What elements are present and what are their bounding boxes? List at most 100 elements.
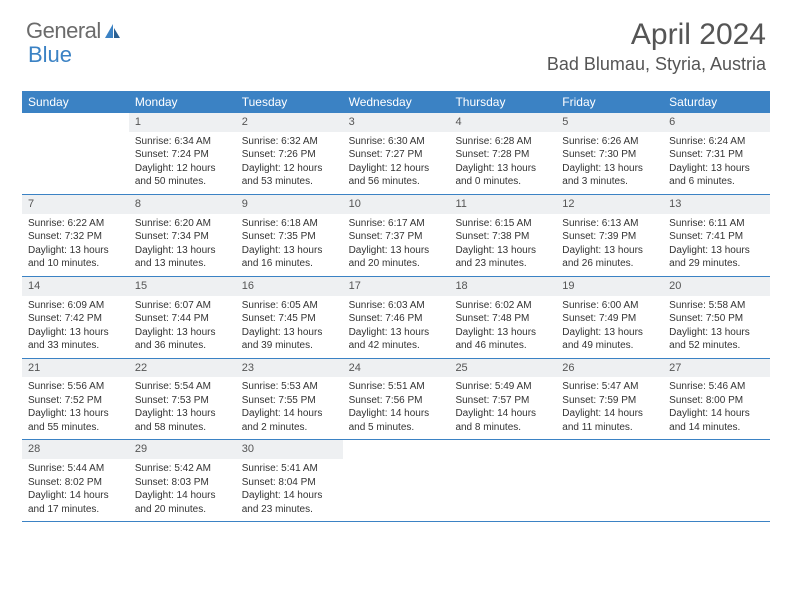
day-cell: 9Sunrise: 6:18 AMSunset: 7:35 PMDaylight… — [236, 195, 343, 276]
sunset-text: Sunset: 7:26 PM — [242, 148, 337, 162]
day-body: Sunrise: 6:26 AMSunset: 7:30 PMDaylight:… — [556, 132, 663, 194]
day-number: 20 — [663, 277, 770, 296]
daylight-text: Daylight: 13 hours and 16 minutes. — [242, 244, 337, 271]
sunset-text: Sunset: 7:24 PM — [135, 148, 230, 162]
day-number: 24 — [343, 359, 450, 378]
day-cell: 26Sunrise: 5:47 AMSunset: 7:59 PMDayligh… — [556, 359, 663, 440]
day-body: Sunrise: 6:22 AMSunset: 7:32 PMDaylight:… — [22, 214, 129, 276]
title-block: April 2024 Bad Blumau, Styria, Austria — [547, 18, 766, 75]
day-body: Sunrise: 6:32 AMSunset: 7:26 PMDaylight:… — [236, 132, 343, 194]
sunset-text: Sunset: 7:44 PM — [135, 312, 230, 326]
day-number: 10 — [343, 195, 450, 214]
sunset-text: Sunset: 7:42 PM — [28, 312, 123, 326]
sunset-text: Sunset: 7:45 PM — [242, 312, 337, 326]
month-title: April 2024 — [547, 18, 766, 52]
daylight-text: Daylight: 13 hours and 29 minutes. — [669, 244, 764, 271]
sunrise-text: Sunrise: 6:07 AM — [135, 299, 230, 313]
sunrise-text: Sunrise: 6:13 AM — [562, 217, 657, 231]
day-cell: 28Sunrise: 5:44 AMSunset: 8:02 PMDayligh… — [22, 440, 129, 521]
sunset-text: Sunset: 8:00 PM — [669, 394, 764, 408]
daylight-text: Daylight: 14 hours and 5 minutes. — [349, 407, 444, 434]
sunset-text: Sunset: 7:49 PM — [562, 312, 657, 326]
daylight-text: Daylight: 13 hours and 33 minutes. — [28, 326, 123, 353]
sunset-text: Sunset: 7:56 PM — [349, 394, 444, 408]
day-number: 30 — [236, 440, 343, 459]
day-body: Sunrise: 6:13 AMSunset: 7:39 PMDaylight:… — [556, 214, 663, 276]
daylight-text: Daylight: 13 hours and 36 minutes. — [135, 326, 230, 353]
day-cell — [663, 440, 770, 521]
day-cell: 5Sunrise: 6:26 AMSunset: 7:30 PMDaylight… — [556, 113, 663, 194]
sunset-text: Sunset: 7:52 PM — [28, 394, 123, 408]
weeks-container: 1Sunrise: 6:34 AMSunset: 7:24 PMDaylight… — [22, 113, 770, 522]
sunset-text: Sunset: 7:48 PM — [455, 312, 550, 326]
day-number: 7 — [22, 195, 129, 214]
sunrise-text: Sunrise: 6:22 AM — [28, 217, 123, 231]
weekday-header: Friday — [556, 91, 663, 113]
sunrise-text: Sunrise: 5:42 AM — [135, 462, 230, 476]
day-body: Sunrise: 5:51 AMSunset: 7:56 PMDaylight:… — [343, 377, 450, 439]
sunrise-text: Sunrise: 6:03 AM — [349, 299, 444, 313]
day-body: Sunrise: 5:41 AMSunset: 8:04 PMDaylight:… — [236, 459, 343, 521]
sunrise-text: Sunrise: 6:26 AM — [562, 135, 657, 149]
day-cell: 21Sunrise: 5:56 AMSunset: 7:52 PMDayligh… — [22, 359, 129, 440]
sunset-text: Sunset: 7:30 PM — [562, 148, 657, 162]
weekday-header: Wednesday — [343, 91, 450, 113]
sunrise-text: Sunrise: 5:44 AM — [28, 462, 123, 476]
weekday-header-row: Sunday Monday Tuesday Wednesday Thursday… — [22, 91, 770, 113]
daylight-text: Daylight: 13 hours and 42 minutes. — [349, 326, 444, 353]
day-number: 16 — [236, 277, 343, 296]
day-body: Sunrise: 5:44 AMSunset: 8:02 PMDaylight:… — [22, 459, 129, 521]
sunrise-text: Sunrise: 5:49 AM — [455, 380, 550, 394]
day-cell: 11Sunrise: 6:15 AMSunset: 7:38 PMDayligh… — [449, 195, 556, 276]
daylight-text: Daylight: 13 hours and 26 minutes. — [562, 244, 657, 271]
day-number: 27 — [663, 359, 770, 378]
daylight-text: Daylight: 14 hours and 20 minutes. — [135, 489, 230, 516]
day-body: Sunrise: 6:24 AMSunset: 7:31 PMDaylight:… — [663, 132, 770, 194]
day-number: 18 — [449, 277, 556, 296]
day-cell: 27Sunrise: 5:46 AMSunset: 8:00 PMDayligh… — [663, 359, 770, 440]
logo-text-general: General — [26, 18, 101, 44]
day-body: Sunrise: 6:02 AMSunset: 7:48 PMDaylight:… — [449, 296, 556, 358]
sunset-text: Sunset: 7:28 PM — [455, 148, 550, 162]
weekday-header: Saturday — [663, 91, 770, 113]
day-number: 25 — [449, 359, 556, 378]
day-number: 11 — [449, 195, 556, 214]
sunrise-text: Sunrise: 5:46 AM — [669, 380, 764, 394]
sunrise-text: Sunrise: 6:17 AM — [349, 217, 444, 231]
day-body: Sunrise: 5:53 AMSunset: 7:55 PMDaylight:… — [236, 377, 343, 439]
daylight-text: Daylight: 13 hours and 46 minutes. — [455, 326, 550, 353]
day-cell: 29Sunrise: 5:42 AMSunset: 8:03 PMDayligh… — [129, 440, 236, 521]
day-number: 26 — [556, 359, 663, 378]
day-number: 15 — [129, 277, 236, 296]
day-number: 1 — [129, 113, 236, 132]
day-body: Sunrise: 5:56 AMSunset: 7:52 PMDaylight:… — [22, 377, 129, 439]
day-cell: 7Sunrise: 6:22 AMSunset: 7:32 PMDaylight… — [22, 195, 129, 276]
day-number: 21 — [22, 359, 129, 378]
day-cell: 15 Sunrise: 6:07 AMSunset: 7:44 PMDayligh… — [129, 277, 236, 358]
daylight-text: Daylight: 13 hours and 39 minutes. — [242, 326, 337, 353]
sunrise-text: Sunrise: 6:09 AM — [28, 299, 123, 313]
day-number: 5 — [556, 113, 663, 132]
day-body: Sunrise: 6:15 AMSunset: 7:38 PMDaylight:… — [449, 214, 556, 276]
sunrise-text: Sunrise: 5:54 AM — [135, 380, 230, 394]
sunrise-text: Sunrise: 5:56 AM — [28, 380, 123, 394]
sunrise-text: Sunrise: 5:41 AM — [242, 462, 337, 476]
day-cell: 17Sunrise: 6:03 AMSunset: 7:46 PMDayligh… — [343, 277, 450, 358]
day-number: 8 — [129, 195, 236, 214]
daylight-text: Daylight: 13 hours and 20 minutes. — [349, 244, 444, 271]
daylight-text: Daylight: 12 hours and 56 minutes. — [349, 162, 444, 189]
sunrise-text: Sunrise: 6:11 AM — [669, 217, 764, 231]
weekday-header: Thursday — [449, 91, 556, 113]
day-cell: 1Sunrise: 6:34 AMSunset: 7:24 PMDaylight… — [129, 113, 236, 194]
sunrise-text: Sunrise: 5:58 AM — [669, 299, 764, 313]
day-body: Sunrise: 5:46 AMSunset: 8:00 PMDaylight:… — [663, 377, 770, 439]
day-number: 17 — [343, 277, 450, 296]
daylight-text: Daylight: 13 hours and 49 minutes. — [562, 326, 657, 353]
sunset-text: Sunset: 7:34 PM — [135, 230, 230, 244]
daylight-text: Daylight: 13 hours and 3 minutes. — [562, 162, 657, 189]
day-number: 13 — [663, 195, 770, 214]
sunrise-text: Sunrise: 6:00 AM — [562, 299, 657, 313]
day-cell: 13Sunrise: 6:11 AMSunset: 7:41 PMDayligh… — [663, 195, 770, 276]
day-cell — [343, 440, 450, 521]
sunset-text: Sunset: 7:32 PM — [28, 230, 123, 244]
